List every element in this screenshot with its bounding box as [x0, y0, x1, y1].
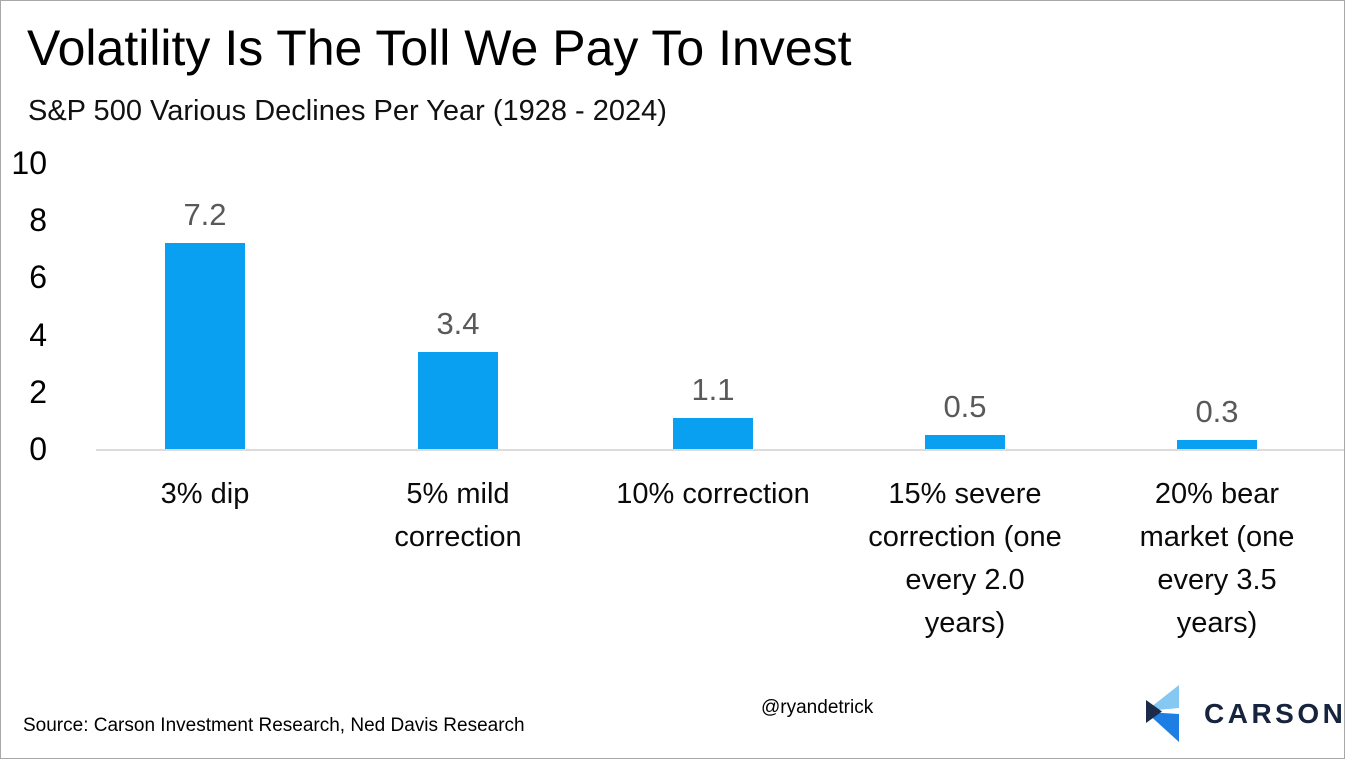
bar-value-label: 0.3	[1195, 394, 1239, 429]
x-axis-line	[96, 449, 1344, 451]
bar	[673, 418, 753, 449]
bar	[418, 352, 498, 449]
x-axis-category-label: 5% mild correction	[394, 478, 522, 553]
twitter-handle: @ryandetrick	[761, 697, 874, 718]
bar	[1177, 440, 1257, 449]
carson-chevron-icon	[1146, 685, 1179, 742]
y-axis-tick-label: 4	[29, 316, 47, 353]
bar	[165, 243, 245, 449]
x-axis-category-label: 15% severe correction (one every 2.0 yea…	[868, 478, 1062, 639]
x-axis-category-label: 10% correction	[616, 478, 810, 510]
bar-value-label: 1.1	[691, 372, 735, 407]
carson-wordmark: CARSON	[1204, 698, 1345, 729]
bar	[925, 435, 1005, 449]
x-axis-category-label: 3% dip	[160, 478, 250, 510]
y-axis-tick-label: 6	[29, 259, 47, 296]
x-axis-category-label: 20% bear market (one every 3.5 years)	[1139, 478, 1295, 639]
y-axis-tick-label: 2	[29, 373, 47, 410]
bar-value-label: 3.4	[436, 306, 480, 341]
source-attribution: Source: Carson Investment Research, Ned …	[23, 715, 525, 736]
y-axis-tick-label: 8	[29, 202, 47, 239]
chart-subtitle: S&P 500 Various Declines Per Year (1928 …	[28, 95, 667, 127]
bar-value-label: 7.2	[183, 197, 227, 232]
y-axis-tick-label: 0	[29, 431, 47, 467]
carson-logo: CARSON	[1143, 684, 1345, 743]
chart-title: Volatility Is The Toll We Pay To Invest	[27, 20, 852, 76]
bar-value-label: 0.5	[943, 389, 987, 424]
y-axis-tick-label: 10	[11, 145, 47, 181]
